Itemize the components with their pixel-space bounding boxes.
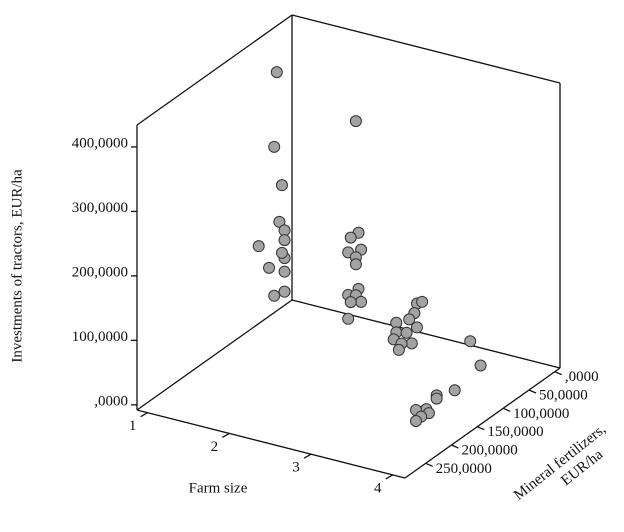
z-tick-label: 50,0000 (539, 387, 588, 403)
z-tick-label: 200,0000 (462, 442, 518, 458)
point (263, 261, 276, 274)
x-tick (303, 453, 312, 459)
point (252, 240, 265, 253)
z-tick (477, 426, 485, 431)
z-tick-label: 150,0000 (487, 424, 543, 440)
point (344, 296, 357, 309)
point (430, 392, 443, 405)
y-tick-label: 200,0000 (72, 264, 128, 280)
point (278, 265, 291, 278)
y-tick-label: ,0000 (94, 393, 128, 409)
point (355, 295, 368, 308)
point (342, 312, 355, 325)
point (270, 66, 283, 79)
z-tick (554, 371, 563, 376)
point (278, 285, 291, 298)
z-tick (502, 407, 511, 412)
point (344, 231, 357, 244)
z-tick (528, 389, 537, 394)
x-tick-label: 1 (129, 418, 137, 434)
point (392, 343, 405, 356)
z-tick (425, 462, 433, 467)
point (405, 337, 418, 350)
z-tick-label: 100,0000 (513, 406, 569, 422)
z-tick-label: 250,0000 (436, 461, 492, 477)
point (409, 414, 422, 427)
point (474, 359, 487, 372)
box-edge (404, 367, 561, 479)
x-tick-label: 4 (374, 480, 382, 496)
point (410, 321, 423, 334)
box-edge (291, 14, 561, 84)
z-tick-label: ,0000 (565, 369, 599, 385)
x-tick (222, 432, 230, 438)
x-tick-label: 3 (292, 460, 300, 476)
point (448, 384, 461, 397)
point (273, 215, 286, 228)
y-tick-label: 400,0000 (72, 135, 128, 151)
box-edge (136, 409, 406, 479)
x-axis-label: Farm size (189, 480, 248, 496)
z-tick (451, 444, 459, 449)
point (464, 335, 477, 348)
point (268, 289, 281, 302)
point (275, 179, 288, 192)
point (349, 115, 362, 128)
y-axis-label: Investments of tractors, EUR/ha (9, 169, 25, 363)
point (278, 234, 291, 247)
point (400, 326, 413, 339)
box-edge (291, 299, 561, 369)
point (268, 140, 281, 153)
point (349, 258, 362, 271)
point (275, 246, 288, 259)
box-edge (136, 14, 293, 126)
point (403, 313, 416, 326)
y-tick-label: 300,0000 (72, 200, 128, 216)
box-edge (136, 299, 293, 411)
x-tick-label: 2 (211, 439, 219, 455)
point (416, 295, 429, 308)
x-tick (385, 474, 394, 480)
x-tick (140, 412, 148, 418)
y-tick-label: 100,0000 (72, 329, 128, 345)
